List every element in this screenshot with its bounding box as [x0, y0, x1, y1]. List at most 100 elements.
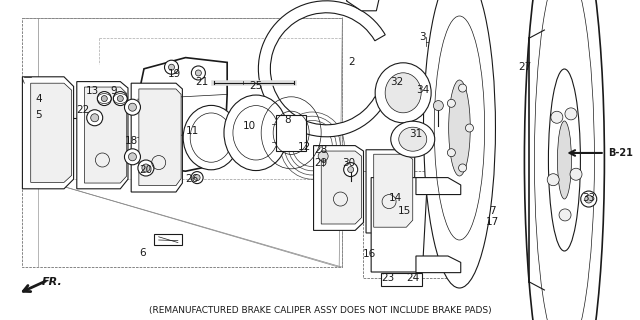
Ellipse shape: [449, 80, 470, 176]
Bar: [152, 110, 178, 130]
Text: 16: 16: [364, 249, 376, 260]
Circle shape: [191, 66, 205, 80]
Text: 28: 28: [315, 145, 328, 156]
Ellipse shape: [391, 121, 435, 157]
Ellipse shape: [183, 105, 239, 170]
Text: 20: 20: [140, 164, 152, 175]
Text: 32: 32: [390, 76, 403, 87]
Circle shape: [195, 70, 202, 76]
Text: B-21: B-21: [608, 148, 633, 158]
Text: 33: 33: [582, 193, 595, 204]
Polygon shape: [138, 58, 227, 171]
Circle shape: [318, 151, 328, 161]
Text: 21: 21: [195, 76, 208, 87]
Text: (REMANUFACTURED BRAKE CALIPER ASSY DOES NOT INCLUDE BRAKE PADS): (REMANUFACTURED BRAKE CALIPER ASSY DOES …: [148, 306, 492, 315]
Text: 24: 24: [406, 273, 419, 284]
Circle shape: [344, 163, 358, 177]
Circle shape: [91, 114, 99, 122]
Circle shape: [465, 124, 474, 132]
Circle shape: [559, 209, 571, 221]
Circle shape: [551, 111, 563, 123]
Circle shape: [97, 92, 111, 106]
Circle shape: [447, 149, 456, 157]
Polygon shape: [346, 0, 381, 11]
Ellipse shape: [375, 63, 431, 123]
Circle shape: [33, 112, 44, 124]
Text: 11: 11: [186, 126, 198, 136]
Text: 7: 7: [490, 206, 496, 216]
Polygon shape: [416, 256, 461, 273]
Polygon shape: [381, 273, 422, 286]
Text: 23: 23: [381, 273, 394, 284]
Polygon shape: [416, 178, 461, 195]
Circle shape: [348, 167, 354, 172]
Circle shape: [458, 164, 467, 172]
Polygon shape: [139, 89, 181, 186]
Text: 18: 18: [125, 136, 138, 146]
Polygon shape: [77, 82, 128, 189]
Polygon shape: [314, 146, 364, 230]
Polygon shape: [31, 83, 72, 182]
Text: 3: 3: [419, 32, 426, 42]
Circle shape: [101, 96, 108, 101]
Circle shape: [565, 108, 577, 120]
Text: 2: 2: [349, 57, 355, 68]
Ellipse shape: [224, 95, 288, 171]
Polygon shape: [131, 83, 182, 192]
Ellipse shape: [399, 127, 427, 151]
Text: 19: 19: [168, 68, 180, 79]
Text: 12: 12: [298, 142, 310, 152]
Circle shape: [447, 99, 456, 107]
Circle shape: [124, 149, 140, 165]
Text: 25: 25: [250, 81, 262, 92]
Text: FR.: FR.: [42, 277, 62, 287]
Circle shape: [124, 99, 140, 115]
Text: 6: 6: [139, 248, 145, 258]
Bar: [276, 115, 306, 151]
Text: 26: 26: [186, 174, 198, 184]
Circle shape: [86, 110, 102, 126]
Text: 22: 22: [77, 105, 90, 116]
Circle shape: [138, 160, 154, 176]
Ellipse shape: [557, 121, 572, 199]
Text: 8: 8: [285, 115, 291, 125]
Bar: [364, 171, 471, 278]
Circle shape: [117, 96, 124, 101]
Text: 13: 13: [86, 86, 99, 96]
Circle shape: [142, 164, 150, 172]
Text: 14: 14: [389, 193, 402, 203]
Text: 5: 5: [35, 110, 42, 120]
Text: 30: 30: [342, 158, 355, 168]
Text: 17: 17: [486, 217, 499, 228]
Circle shape: [547, 174, 559, 186]
Circle shape: [570, 168, 582, 180]
Text: 29: 29: [315, 158, 328, 168]
Text: 15: 15: [398, 205, 411, 216]
Polygon shape: [321, 151, 362, 224]
Text: 27: 27: [518, 62, 531, 72]
Text: 31: 31: [410, 129, 422, 140]
Circle shape: [129, 153, 136, 161]
Ellipse shape: [524, 0, 604, 320]
Text: 9: 9: [111, 86, 117, 96]
Circle shape: [194, 175, 200, 180]
Polygon shape: [374, 154, 413, 227]
Circle shape: [164, 60, 179, 74]
Text: 34: 34: [416, 84, 429, 95]
Ellipse shape: [424, 0, 495, 288]
Bar: [22, 18, 342, 267]
Ellipse shape: [385, 73, 421, 113]
Circle shape: [168, 64, 175, 70]
Circle shape: [191, 172, 203, 184]
Circle shape: [113, 92, 127, 106]
Polygon shape: [154, 234, 182, 245]
Polygon shape: [366, 150, 415, 233]
Polygon shape: [371, 178, 428, 272]
Polygon shape: [84, 87, 127, 183]
Text: 10: 10: [243, 121, 256, 132]
Wedge shape: [259, 1, 385, 137]
Polygon shape: [22, 77, 74, 189]
Text: 4: 4: [35, 94, 42, 104]
Circle shape: [433, 100, 444, 111]
Circle shape: [129, 103, 136, 111]
